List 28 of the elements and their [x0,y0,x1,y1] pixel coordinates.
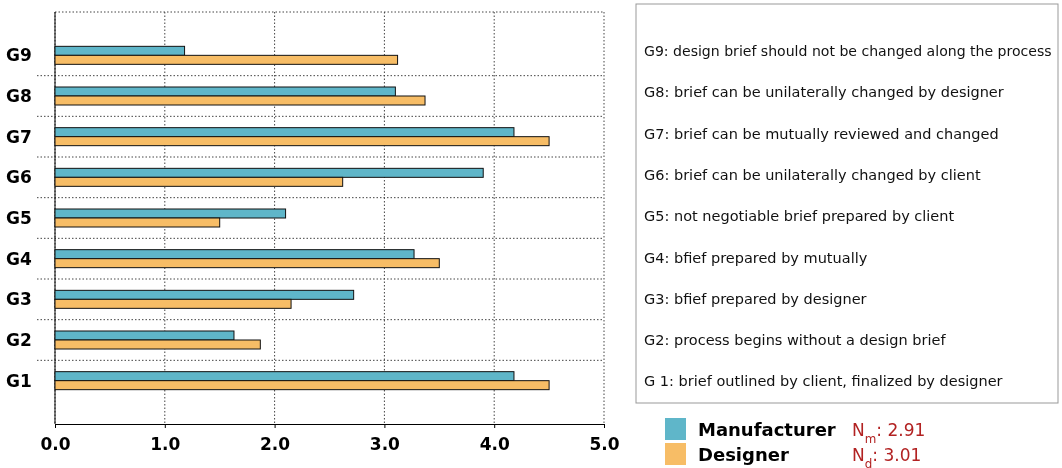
x-tick-label: 3.0 [369,433,401,454]
text: N$_{m}$: 2.91 [852,420,926,446]
text: N$_{d}$: 3.01 [852,445,922,468]
x-tick-label: 1.0 [150,433,181,454]
legend-label: Designer [698,444,789,465]
y-tick-label: G5 [6,207,32,228]
y-tick-label: G9 [6,45,32,66]
text: G4: bfief prepared by mutually [644,249,868,266]
x-tick-label: 4.0 [479,433,510,454]
text: G3: bfief prepared by designer [644,290,867,307]
legend-label: Manufacturer [698,419,836,440]
y-tick-label: G6 [6,167,32,188]
text: G 1: brief outlined by client, finalized by designer [644,373,1003,390]
text: G8: brief can be unilaterally changed by designer [644,84,1004,101]
x-tick-label: 0.0 [40,433,71,454]
x-tick-label: 5.0 [589,433,620,454]
text: G6: brief can be unilaterally changed by client [644,166,981,183]
y-tick-label: G7 [6,126,32,147]
text: G2: process begins without a design brief [644,332,947,349]
text: G9: design brief should not be changed along the process [644,43,1052,59]
y-tick-label: G3 [6,289,32,310]
y-tick-label: G2 [6,329,32,350]
text: G7: brief can be mutually reviewed and changed [644,125,999,142]
y-tick-label: G1 [6,370,32,391]
text: G5: not negotiable brief prepared by client [644,208,955,225]
y-tick-label: G8 [6,85,32,106]
y-tick-label: G4 [6,248,32,269]
x-tick-label: 2.0 [260,433,291,454]
